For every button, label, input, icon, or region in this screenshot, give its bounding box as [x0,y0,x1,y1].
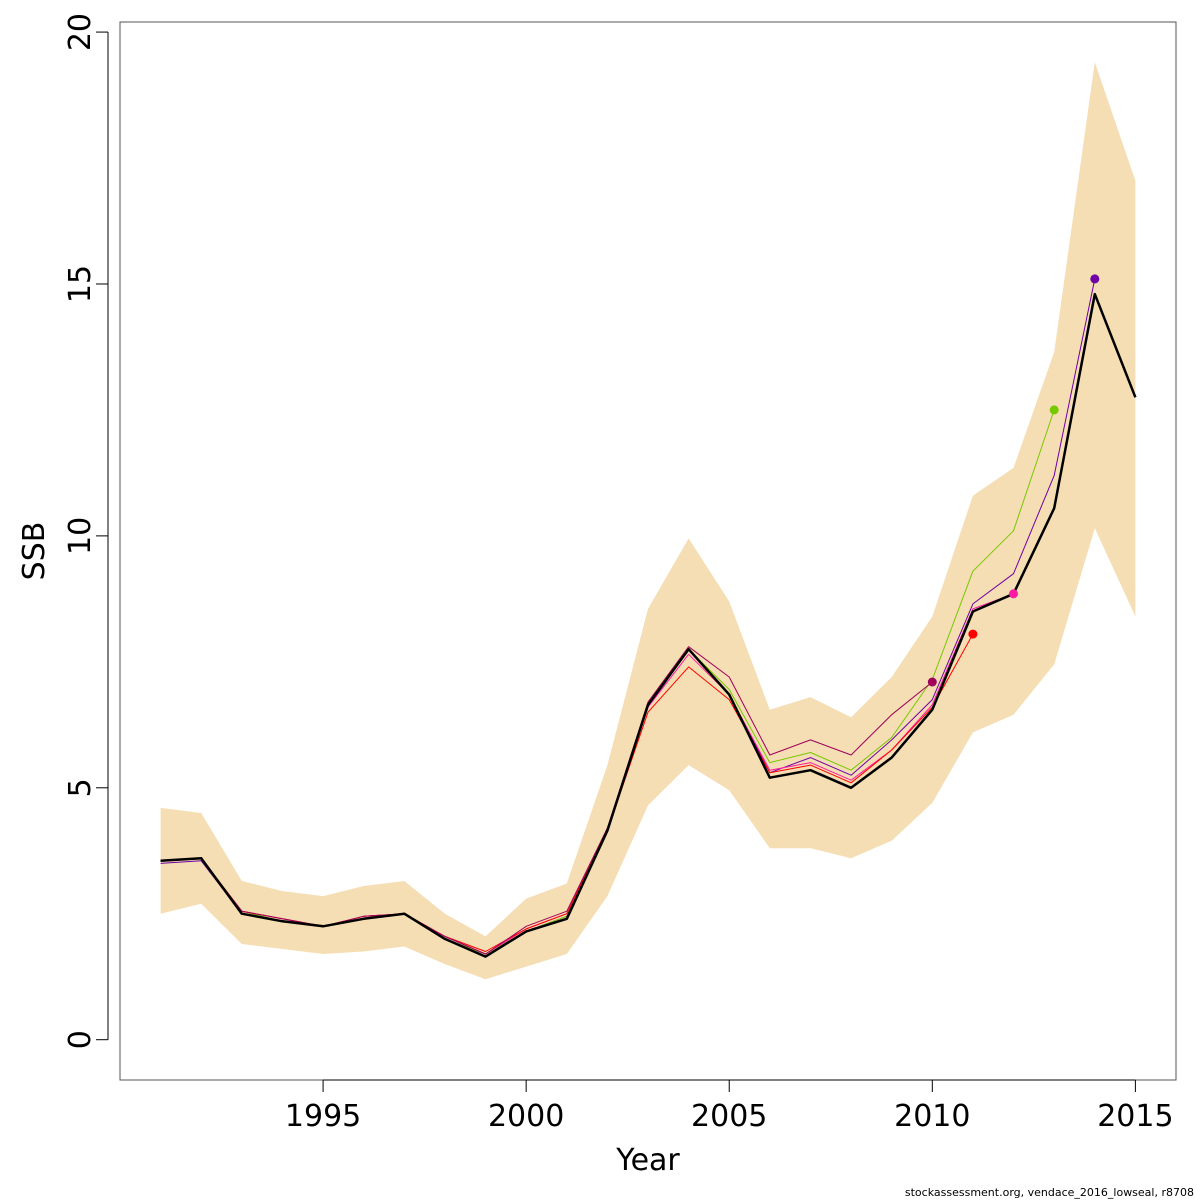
series-endpoint-4 [968,629,978,639]
series-endpoint-5 [927,677,937,687]
confidence-band [160,62,1136,980]
y-tick-label: 15 [63,265,98,303]
series-line-5 [160,646,933,955]
series-line-main [160,292,1137,958]
y-axis-title: SSB [17,522,52,581]
y-tick-label: 20 [63,13,98,51]
y-tick-label: 5 [63,778,98,797]
endpoint-layer [927,274,1100,687]
x-tick-label: 1995 [285,1099,361,1134]
x-tick-label: 2015 [1097,1099,1173,1134]
x-axis-title: Year [615,1143,680,1178]
y-tick-label: 0 [63,1030,98,1049]
series-layer [160,278,1137,958]
x-tick-label: 2010 [894,1099,970,1134]
x-tick-label: 2005 [691,1099,767,1134]
x-axis: 1995 2000 2005 2010 2015 [285,1079,1174,1134]
y-tick-label: 10 [63,517,98,555]
series-endpoint-3 [1009,589,1018,599]
x-tick-label: 2000 [488,1099,564,1134]
credit-text: stockassessment.org, vendace_2016_lowsea… [905,1186,1194,1199]
confidence-band-layer [160,62,1136,980]
y-axis: 0 5 10 15 20 [63,13,109,1049]
series-endpoint-1 [1090,274,1100,284]
series-endpoint-2 [1049,405,1059,415]
